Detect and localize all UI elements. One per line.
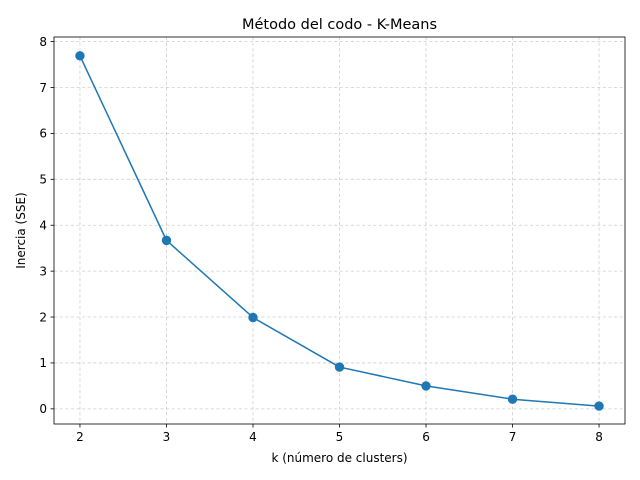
ticks: 2 3 4 5 6 7 8 0 1 2 3 4 5 6 7 8 [39,35,603,444]
data-point [421,381,431,391]
y-tick-label: 8 [39,35,47,49]
x-tick-label: 7 [509,430,517,444]
series [75,51,604,411]
x-tick-label: 5 [336,430,344,444]
data-point [334,362,345,372]
data-point [507,394,518,404]
x-tick-label: 3 [163,430,171,444]
y-tick-label: 2 [39,310,47,324]
y-axis-label: Inercia (SSE) [14,192,28,268]
x-tick-label: 2 [76,430,84,444]
y-tick-label: 7 [39,81,47,95]
data-point [161,235,172,246]
y-tick-label: 3 [39,264,47,278]
grid [54,37,625,424]
x-axis-label: k (número de clusters) [271,451,407,465]
chart-title: Método del codo - K-Means [242,17,437,33]
x-tick-label: 8 [595,430,603,444]
x-tick-label: 6 [422,430,430,444]
y-tick-label: 5 [39,173,47,187]
y-tick-label: 4 [39,219,47,233]
plot-frame [53,36,626,425]
x-tick-label: 4 [249,430,257,444]
data-point [75,51,85,61]
y-tick-label: 1 [39,356,47,370]
y-tick-label: 6 [39,127,47,141]
y-tick-label: 0 [39,402,47,416]
data-point [594,401,604,411]
data-point [248,312,258,323]
